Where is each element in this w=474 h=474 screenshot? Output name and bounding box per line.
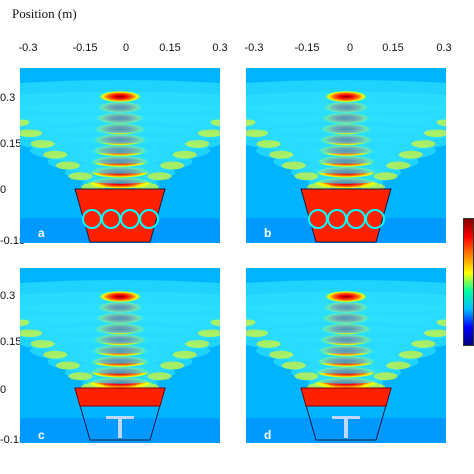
- side-lobe: [386, 161, 411, 170]
- side-lobe: [43, 350, 68, 359]
- side-lobe: [185, 139, 210, 148]
- side-lobe: [160, 361, 185, 370]
- side-lobe: [386, 361, 411, 370]
- x-tick: -0.3: [244, 42, 264, 54]
- cavity-mode: [139, 209, 159, 229]
- x-tick: 0: [122, 42, 130, 54]
- side-lobe: [294, 172, 319, 181]
- support-bar: [106, 416, 134, 419]
- cavity-fill: [300, 387, 392, 407]
- y-tick: -0.15: [0, 434, 26, 446]
- side-lobe: [68, 372, 93, 381]
- side-lobe: [20, 329, 42, 338]
- side-lobe: [198, 329, 220, 338]
- side-lobe: [198, 129, 220, 138]
- side-lobe: [172, 350, 197, 359]
- y-tick: 0.3: [0, 290, 16, 302]
- x-tick: 0.15: [159, 42, 181, 54]
- intensity-lobe: [98, 290, 142, 303]
- y-tick: 0.15: [0, 138, 22, 150]
- side-lobe: [269, 350, 294, 359]
- field-panel-b: [246, 68, 446, 243]
- y-tick: 0.15: [0, 336, 22, 348]
- panel-label-b: b: [264, 226, 272, 240]
- side-lobe: [411, 339, 436, 348]
- x-tick: -0.15: [294, 42, 320, 54]
- field-panel-d: [246, 268, 446, 443]
- position-axis-title: Position (m): [12, 6, 77, 21]
- support-post: [344, 416, 348, 438]
- side-lobe: [30, 139, 55, 148]
- cavity-mode: [365, 209, 385, 229]
- side-lobe: [373, 172, 398, 181]
- y-tick: 0: [0, 184, 7, 196]
- cavity-fill: [74, 387, 166, 407]
- side-lobe: [256, 139, 281, 148]
- side-lobe: [147, 172, 172, 181]
- side-lobe: [55, 361, 80, 370]
- field-panel-a: [20, 68, 220, 243]
- side-lobe: [30, 339, 55, 348]
- y-tick: 0.3: [0, 92, 16, 104]
- side-lobe: [172, 150, 197, 159]
- x-tick: -0.3: [18, 42, 38, 54]
- side-lobe: [43, 150, 68, 159]
- side-lobe: [246, 329, 268, 338]
- y-tick: -0.15: [0, 235, 26, 247]
- panel-label-d: d: [264, 428, 272, 442]
- colorbar: [463, 218, 474, 346]
- side-lobe: [281, 361, 306, 370]
- field-panel-c: [20, 268, 220, 443]
- y-tick: 0: [0, 384, 7, 396]
- side-lobe: [373, 372, 398, 381]
- intensity-lobe: [324, 290, 368, 303]
- side-lobe: [20, 129, 42, 138]
- side-lobe: [147, 372, 172, 381]
- side-lobe: [398, 350, 423, 359]
- panel-label-a: a: [38, 226, 45, 240]
- panel-label-c: c: [38, 428, 45, 442]
- side-lobe: [424, 329, 446, 338]
- x-tick: 0.3: [436, 42, 452, 54]
- x-tick: 0.3: [212, 42, 228, 54]
- intensity-lobe: [98, 90, 142, 103]
- side-lobe: [281, 161, 306, 170]
- side-lobe: [256, 339, 281, 348]
- support-bar: [332, 416, 360, 419]
- side-lobe: [68, 172, 93, 181]
- side-lobe: [411, 139, 436, 148]
- side-lobe: [246, 129, 268, 138]
- side-lobe: [398, 150, 423, 159]
- side-lobe: [55, 161, 80, 170]
- side-lobe: [424, 129, 446, 138]
- side-lobe: [269, 150, 294, 159]
- support-post: [118, 416, 122, 438]
- intensity-lobe: [324, 90, 368, 103]
- side-lobe: [294, 372, 319, 381]
- x-tick: 0.15: [382, 42, 404, 54]
- side-lobe: [185, 339, 210, 348]
- x-tick: 0: [346, 42, 354, 54]
- side-lobe: [160, 161, 185, 170]
- x-tick: -0.15: [72, 42, 98, 54]
